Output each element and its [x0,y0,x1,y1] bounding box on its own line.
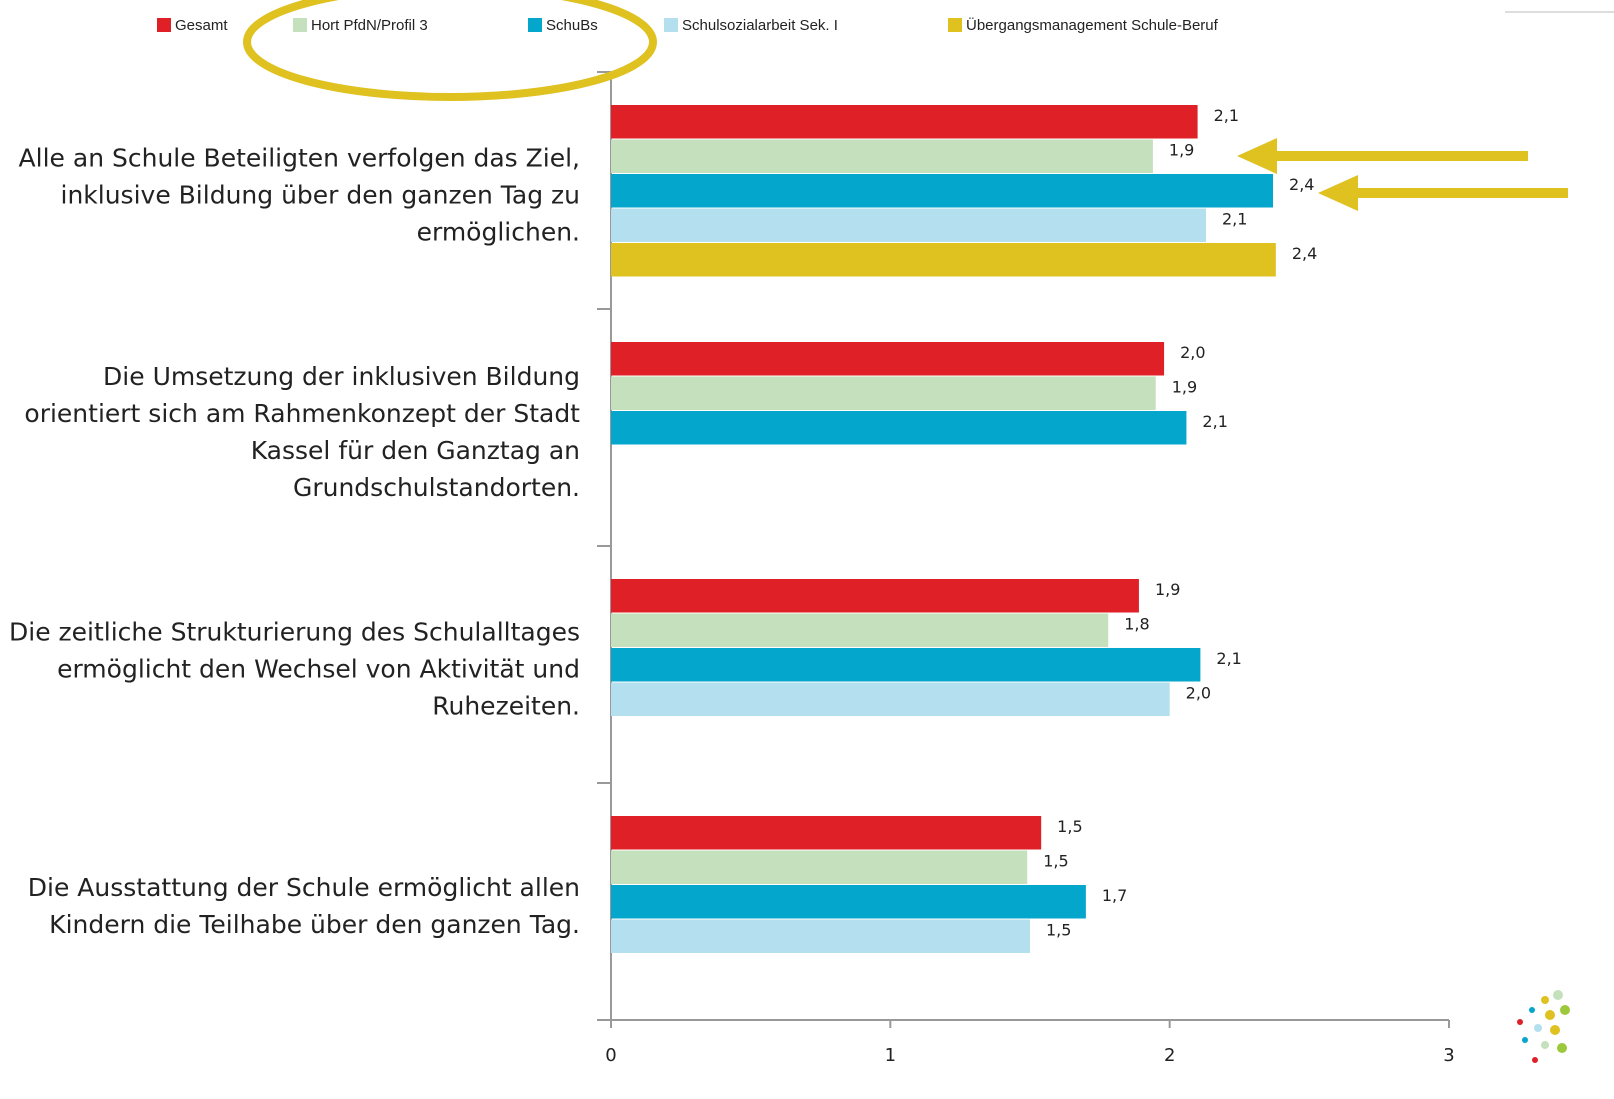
bar [611,105,1198,139]
x-tick-label: 3 [1443,1045,1454,1066]
legend-swatch [157,18,171,32]
bar [611,174,1274,208]
category-label: Die Ausstattung der Schule ermöglicht al… [27,872,580,939]
bar [611,919,1030,953]
bar [611,208,1206,242]
value-label: 1,8 [1124,614,1149,633]
bar [611,342,1165,376]
legend-swatch [528,18,542,32]
legend-label: Hort PfdN/Profil 3 [311,17,428,34]
legend-swatch [664,18,678,32]
value-label: 1,9 [1169,140,1194,159]
bar [611,376,1156,410]
bar [611,648,1201,682]
bar [611,139,1153,173]
x-tick-label: 2 [1164,1045,1175,1066]
value-label: 1,5 [1043,851,1068,870]
category-label: Die Umsetzung der inklusiven Bildung ori… [24,361,580,502]
value-label: 2,1 [1222,209,1247,228]
value-label: 2,4 [1292,244,1317,263]
arrow-head [1318,175,1358,211]
value-label: 1,5 [1057,817,1082,836]
category-label: Die zeitliche Strukturierung des Schulal… [9,617,580,720]
legend-label: Gesamt [175,17,228,34]
bar [611,682,1170,716]
x-tick-label: 0 [605,1045,616,1066]
bar [611,243,1276,277]
value-label: 2,4 [1289,175,1314,194]
value-label: 1,9 [1155,580,1180,599]
legend-label: SchuBs [546,17,598,34]
bar [611,885,1086,919]
value-label: 2,1 [1214,106,1239,125]
value-label: 1,5 [1046,920,1071,939]
logo [1517,990,1570,1063]
x-tick-label: 1 [885,1045,896,1066]
category-label: Alle an Schule Beteiligten verfolgen das… [18,143,580,246]
bar [611,816,1042,850]
value-label: 2,0 [1180,343,1205,362]
bar [611,613,1109,647]
value-label: 1,7 [1102,886,1127,905]
legend-label: Übergangsmanagement Schule-Beruf [966,16,1219,34]
value-label: 1,9 [1172,377,1197,396]
legend-swatch [293,18,307,32]
highlight-ellipse [243,0,657,101]
bar [611,411,1187,445]
value-label: 2,1 [1202,412,1227,431]
arrow-head [1237,138,1277,174]
bar [611,850,1028,884]
value-label: 2,1 [1216,649,1241,668]
legend-label: Schulsozialarbeit Sek. I [682,17,838,34]
bar [611,579,1139,613]
legend-swatch [948,18,962,32]
value-label: 2,0 [1186,683,1211,702]
